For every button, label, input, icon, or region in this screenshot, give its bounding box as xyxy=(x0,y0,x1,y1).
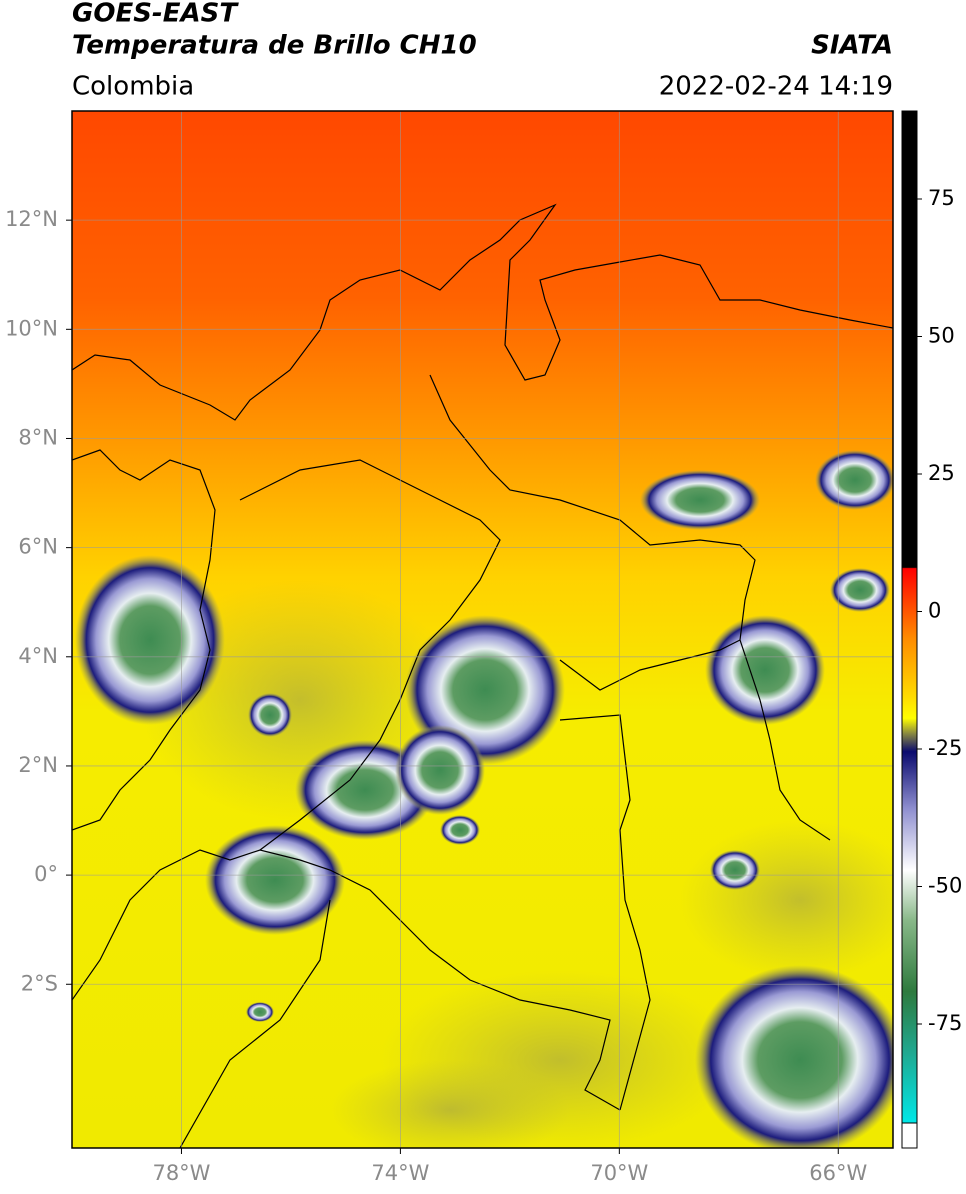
colorbar-tick-label: -50 xyxy=(928,874,962,898)
subtitle: Temperatura de Brillo CH10 xyxy=(72,31,477,61)
colorbar-tick-label: 25 xyxy=(928,461,955,485)
ticks: 78°W 74°W 70°W 66°W 12°N 10°N 8°N 6°N 4°N 2°N 0° 2°… xyxy=(5,207,867,1185)
grid xyxy=(72,111,893,1148)
colorbar-ticks: 75 50 25 0 -25 -50 -75 xyxy=(917,186,962,1035)
colorbar-tick-label: 50 xyxy=(928,324,955,348)
colorbar-frame xyxy=(901,110,918,1149)
map-frame xyxy=(71,110,894,1149)
colorbar xyxy=(902,111,917,1123)
x-tick-label: 66°W xyxy=(809,1161,867,1185)
y-tick-label: 10°N xyxy=(5,316,58,340)
y-tick-label: 2°S xyxy=(21,971,58,995)
title: GOES-EAST xyxy=(72,0,239,29)
y-tick-label: 8°N xyxy=(18,425,58,449)
region: Colombia xyxy=(72,72,194,102)
y-tick-label: 4°N xyxy=(18,644,58,668)
y-tick-label: 6°N xyxy=(18,535,58,559)
borders xyxy=(72,203,893,1148)
colorbar-under xyxy=(901,1122,918,1149)
colorbar-tick-label: -75 xyxy=(928,1011,962,1035)
datetime: 2022-02-24 14:19 xyxy=(659,72,893,102)
y-tick-label: 2°N xyxy=(18,753,58,777)
x-tick-label: 78°W xyxy=(152,1161,210,1185)
colorbar-tick-label: 75 xyxy=(928,186,955,210)
map-image xyxy=(72,111,893,1148)
y-tick-label: 12°N xyxy=(5,207,58,231)
x-tick-label: 74°W xyxy=(371,1161,429,1185)
source: SIATA xyxy=(811,31,893,61)
colorbar-tick-label: 0 xyxy=(928,599,941,623)
x-tick-label: 70°W xyxy=(590,1161,648,1185)
colorbar-tick-label: -25 xyxy=(928,736,962,760)
y-tick-label: 0° xyxy=(34,862,58,886)
